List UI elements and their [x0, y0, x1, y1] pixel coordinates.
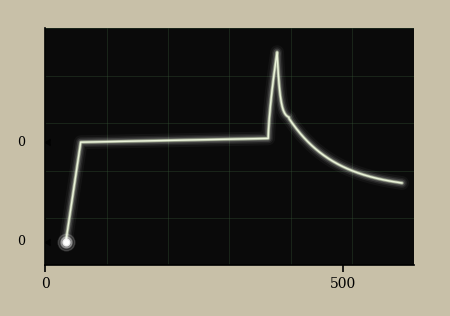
Text: 0: 0 [18, 235, 26, 248]
Text: 0: 0 [18, 136, 26, 149]
